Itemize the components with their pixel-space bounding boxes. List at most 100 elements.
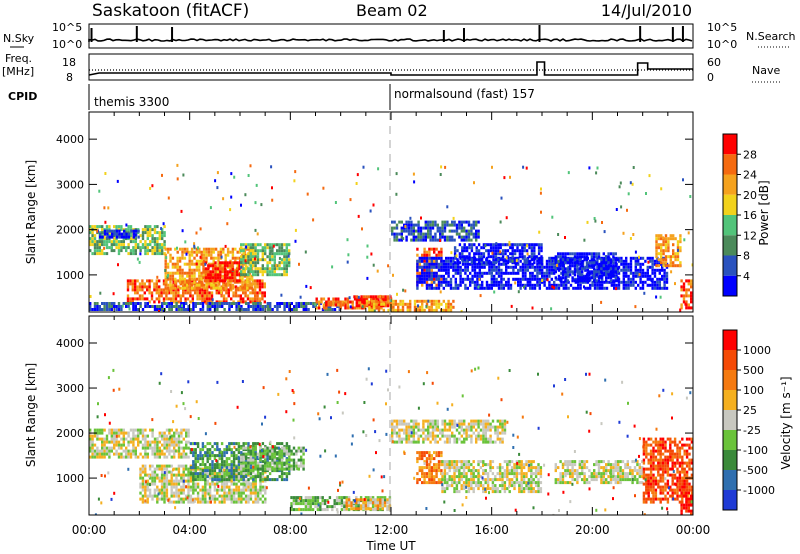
velocity-region-7	[391, 419, 507, 444]
velocity-axes: 1000 2000 3000 4000	[56, 316, 694, 515]
colorbar-swatch-2	[723, 174, 737, 195]
velocity-scatter	[94, 366, 693, 515]
colorbar-swatch-7	[723, 470, 737, 490]
power-colorbar: 4 8 12 16 20 24 28	[722, 133, 757, 297]
velocity-region-0	[89, 428, 190, 459]
colorbar-tick-6: -500	[743, 464, 768, 477]
nsky-panel	[88, 23, 694, 49]
nsearch-tick-low: 10^0	[707, 38, 737, 51]
x-tick-label-6: 00:00	[676, 523, 711, 537]
power-colorbar-label: Power [dB]	[757, 180, 771, 245]
colorbar-swatch-0	[723, 330, 737, 350]
velocity-region-5	[340, 498, 392, 511]
power-scatter	[89, 163, 693, 312]
freq-label: Freq.	[5, 52, 32, 65]
colorbar-swatch-4	[723, 410, 737, 430]
velocity-heatmap	[89, 366, 693, 515]
y-tick-label-0: 1000	[56, 269, 84, 282]
y-tick-label-3: 4000	[56, 133, 84, 146]
velocity-region-3	[240, 446, 305, 471]
y-tick-label-3: 4000	[56, 337, 84, 350]
velocity-region-9	[554, 460, 644, 485]
nave-tick-low: 0	[707, 71, 714, 84]
cpid-segment-2: normalsound (fast) 157	[394, 87, 535, 101]
velocity-colorbar-label: Velocity [m s⁻¹]	[779, 376, 793, 469]
velocity-region-8	[441, 460, 543, 494]
y-tick-label-1: 2000	[56, 427, 84, 440]
velocity-colorbar: 1000 500 100 25 -25 -100 -500 -1000	[722, 329, 775, 511]
nsearch-label: N.Search	[746, 30, 796, 43]
colorbar-swatch-6	[723, 450, 737, 470]
colorbar-swatch-3	[723, 390, 737, 410]
freq-unit: [MHz]	[2, 65, 34, 78]
colorbar-tick-5: -100	[743, 444, 768, 457]
power-region-11	[391, 220, 480, 242]
power-region-14	[554, 252, 620, 283]
freq-tick-low: 8	[66, 71, 73, 84]
nsky-tick-low: 10^0	[52, 38, 82, 51]
beam-title: Beam 02	[356, 1, 428, 20]
nsearch-tick-high: 10^5	[707, 21, 737, 34]
x-tick-label-5: 20:00	[575, 523, 610, 537]
colorbar-tick-4: -25	[743, 424, 761, 437]
x-tick-label-4: 16:00	[474, 523, 509, 537]
y-tick-label-2: 3000	[56, 178, 84, 191]
velocity-ylabel: Slant Range [km]	[24, 363, 38, 467]
colorbar-tick-6: 28	[743, 148, 757, 161]
y-tick-label-2: 3000	[56, 382, 84, 395]
cpid-segment-1: themis 3300	[94, 95, 169, 109]
colorbar-swatch-6	[723, 255, 737, 276]
x-tick-label-0: 00:00	[72, 523, 107, 537]
colorbar-swatch-0	[723, 134, 737, 155]
velocity-region-10	[642, 437, 693, 504]
x-tick-label-2: 08:00	[273, 523, 308, 537]
colorbar-tick-3: 16	[743, 209, 757, 222]
colorbar-swatch-4	[723, 215, 737, 236]
power-region-1	[96, 229, 140, 239]
x-tick-label-3: 12:00	[374, 523, 409, 537]
station-title: Saskatoon (fitACF)	[92, 1, 249, 21]
colorbar-tick-5: 24	[743, 169, 757, 182]
freq-tick-high: 18	[62, 56, 76, 69]
colorbar-tick-0: 4	[743, 270, 750, 283]
power-axes: 1000 2000 3000 4000	[56, 112, 694, 312]
power-region-6	[89, 302, 341, 311]
nave-label: Nave	[752, 64, 780, 77]
colorbar-swatch-5	[723, 430, 737, 450]
colorbar-swatch-7	[723, 275, 737, 297]
power-region-4	[202, 261, 241, 283]
colorbar-tick-7: -1000	[743, 484, 775, 497]
x-axis-label: Time UT	[365, 539, 416, 553]
colorbar-swatch-8	[723, 490, 737, 510]
y-tick-label-0: 1000	[56, 472, 84, 485]
colorbar-tick-1: 500	[743, 364, 764, 377]
nsky-tick-high: 10^5	[52, 21, 82, 34]
nsky-label: N.Sky	[3, 32, 35, 45]
power-region-5	[240, 243, 291, 277]
freq-panel	[88, 53, 694, 81]
nave-tick-high: 60	[707, 56, 721, 69]
colorbar-tick-1: 8	[743, 250, 750, 263]
colorbar-swatch-1	[723, 350, 737, 370]
colorbar-tick-4: 20	[743, 189, 757, 202]
power-region-0	[89, 225, 166, 256]
x-tick-label-1: 04:00	[172, 523, 207, 537]
colorbar-swatch-2	[723, 370, 737, 390]
power-ylabel: Slant Range [km]	[24, 160, 38, 264]
colorbar-tick-0: 1000	[743, 344, 771, 357]
colorbar-tick-2: 12	[743, 229, 757, 242]
date-title: 14/Jul/2010	[601, 1, 692, 20]
time-axis: 00:00 04:00 08:00 12:00 16:00 20:00 00:00	[72, 523, 711, 537]
freq-trace	[88, 61, 693, 76]
nsky-trace	[88, 25, 693, 42]
y-tick-label-1: 2000	[56, 224, 84, 237]
colorbar-tick-3: 25	[743, 404, 757, 417]
power-heatmap	[89, 163, 693, 312]
colorbar-swatch-1	[723, 154, 737, 175]
colorbar-swatch-5	[723, 235, 737, 256]
power-region-13	[453, 243, 543, 265]
velocity-region-6	[416, 451, 443, 485]
colorbar-tick-2: 100	[743, 384, 764, 397]
colorbar-swatch-3	[723, 194, 737, 216]
